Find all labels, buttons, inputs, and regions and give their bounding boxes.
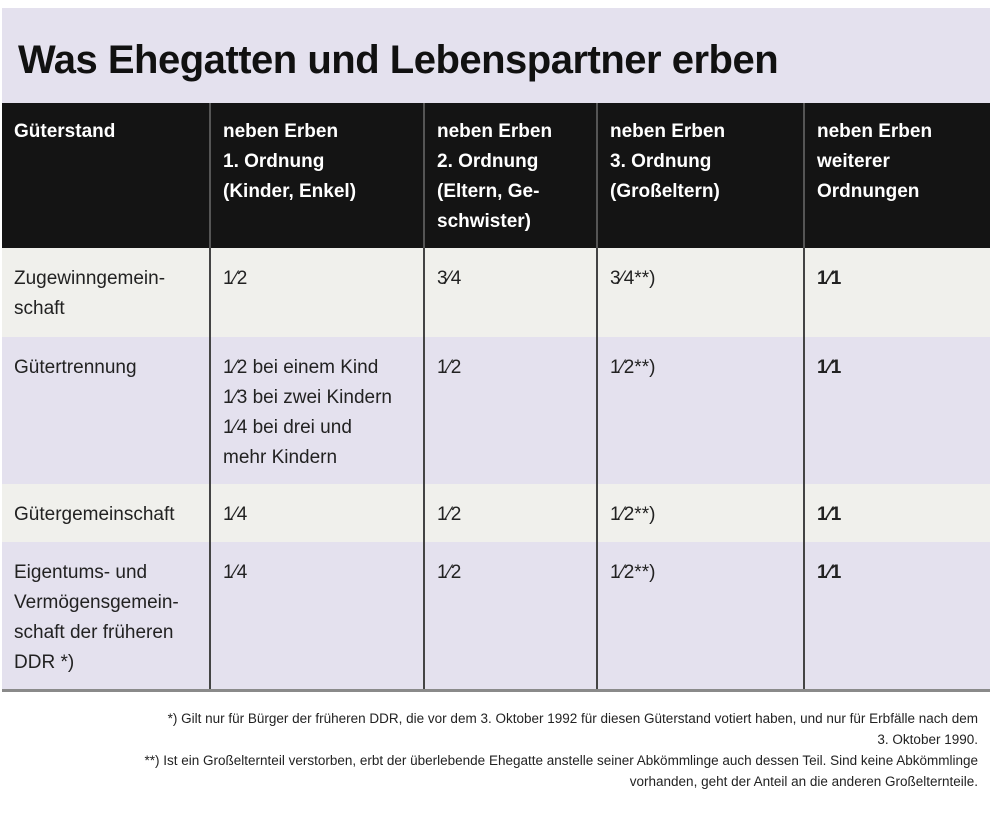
column-header: neben Erben weiterer Ordnungen xyxy=(803,103,990,248)
cell: 1⁄2**) xyxy=(596,484,804,542)
cell: 1⁄2 bei einem Kind 1⁄3 bei zwei Kindern … xyxy=(209,337,424,484)
row-label: Gütertrennung xyxy=(2,337,210,484)
column-header: neben Erben 1. Ordnung (Kinder, Enkel) xyxy=(209,103,424,248)
header-row: Güterstand neben Erben 1. Ordnung (Kinder… xyxy=(2,103,990,248)
column-header: neben Erben 3. Ordnung (Großeltern) xyxy=(596,103,804,248)
cell: 1⁄2 xyxy=(423,542,597,692)
cell: 1⁄2**) xyxy=(596,542,804,692)
cell: 1⁄1 xyxy=(803,484,990,542)
cell: 1⁄1 xyxy=(803,542,990,692)
table-row: Eigentums- und Vermögensgemein- schaft d… xyxy=(2,542,990,692)
table-row: Zugewinngemein- schaft 1⁄2 3⁄4 3⁄4**) 1⁄1 xyxy=(2,248,990,337)
cell: 1⁄2 xyxy=(423,337,597,484)
cell: 3⁄4**) xyxy=(596,248,804,337)
column-header: neben Erben 2. Ordnung (Eltern, Ge- schw… xyxy=(423,103,597,248)
cell: 1⁄2 xyxy=(209,248,424,337)
table-body: Zugewinngemein- schaft 1⁄2 3⁄4 3⁄4**) 1⁄1 Güt… xyxy=(2,248,990,692)
cell: 1⁄1 xyxy=(803,248,990,337)
row-label: Gütergemeinschaft xyxy=(2,484,210,542)
column-header: Güterstand xyxy=(2,103,210,248)
cell: 3⁄4 xyxy=(423,248,597,337)
row-label: Zugewinngemein- schaft xyxy=(2,248,210,337)
footnote: *) Gilt nur für Bürger der früheren DDR,… xyxy=(167,711,978,747)
footnotes: *) Gilt nur für Bürger der früheren DDR,… xyxy=(8,708,978,792)
footnote: **) Ist ein Großelternteil verstorben, e… xyxy=(144,753,978,789)
table-row: Gütergemeinschaft 1⁄4 1⁄2 1⁄2**) 1⁄1 xyxy=(2,484,990,542)
inheritance-table: Güterstand neben Erben 1. Ordnung (Kinder… xyxy=(2,103,990,692)
cell: 1⁄4 xyxy=(209,484,424,542)
cell: 1⁄1 xyxy=(803,337,990,484)
title: Was Ehegatten und Lebenspartner erben xyxy=(2,8,990,103)
cell: 1⁄2 xyxy=(423,484,597,542)
infographic: Was Ehegatten und Lebenspartner erben Gü… xyxy=(2,8,990,692)
table-row: Gütertrennung 1⁄2 bei einem Kind 1⁄3 bei … xyxy=(2,337,990,484)
cell: 1⁄2**) xyxy=(596,337,804,484)
cell: 1⁄4 xyxy=(209,542,424,692)
row-label: Eigentums- und Vermögensgemein- schaft d… xyxy=(2,542,210,692)
